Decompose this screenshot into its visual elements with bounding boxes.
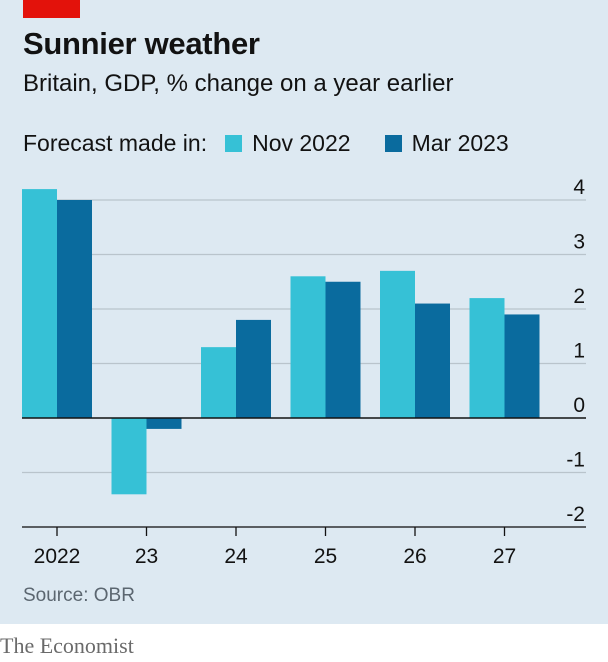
y-tick-label: -2 [566,503,585,526]
brand-red-tag [23,0,80,18]
legend-item-nov: Nov 2022 [225,130,351,157]
y-tick-label: 1 [573,340,585,363]
legend-swatch-nov [225,135,243,152]
bar-mar-23 [146,418,182,429]
y-tick-label: -1 [566,449,585,472]
x-tick-label: 27 [493,545,516,568]
y-tick-label: 4 [573,176,585,199]
bar-nov-2022 [22,189,57,418]
brand-logo-text: The Economist [0,633,134,658]
x-tick-label: 23 [135,545,158,568]
bar-mar-26 [415,303,450,418]
source-note: Source: OBR [23,585,135,606]
y-tick-label: 3 [573,231,585,254]
bar-nov-24 [201,347,236,418]
legend-swatch-mar [384,135,402,152]
bar-mar-2022 [57,200,92,418]
bar-chart: 4 3 2 1 0 -1 -2 2022 23 24 25 26 27 [22,176,586,568]
bar-nov-26 [380,270,415,418]
bar-nov-23 [111,418,147,495]
bar-mar-24 [236,319,271,418]
legend: Forecast made in: Nov 2022 Mar 2023 [23,130,543,157]
y-tick-label: 2 [573,285,585,308]
bar-mar-25 [325,281,361,418]
x-tick-label: 2022 [34,545,81,568]
bar-mar-27 [504,314,540,418]
chart-title: Sunnier weather [23,26,260,61]
legend-item-mar: Mar 2023 [384,130,509,157]
legend-text-mar: Mar 2023 [411,130,509,156]
x-tick-label: 25 [314,545,337,568]
y-tick-label: 0 [573,394,585,417]
chart-subtitle: Britain, GDP, % change on a year earlier [23,70,454,97]
legend-text-nov: Nov 2022 [252,130,351,156]
legend-label: Forecast made in: [23,130,208,156]
x-tick-label: 26 [403,545,426,568]
x-tick-label: 24 [224,545,248,568]
bar-nov-25 [290,276,326,418]
bar-nov-27 [469,298,505,418]
